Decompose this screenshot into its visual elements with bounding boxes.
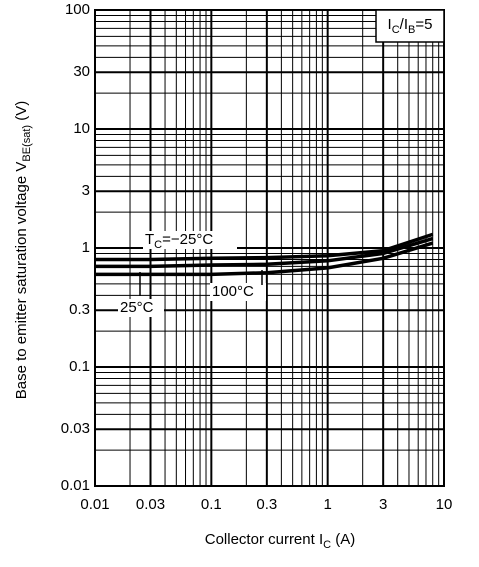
y-tick-label: 0.3 (69, 301, 90, 318)
y-tick-label: 10 (73, 120, 90, 137)
subscript: C (392, 24, 400, 36)
y-tick-label: 0.1 (69, 358, 90, 375)
curve-label: TC=−25°C (145, 231, 213, 251)
text-part: Collector current I (205, 531, 323, 548)
subscript: BE(sat) (21, 125, 33, 162)
annotation: IC/IB=5 (388, 16, 433, 36)
y-tick-label: 0.03 (61, 420, 90, 437)
text-part: T (145, 231, 154, 248)
plot-frame (94, 9, 445, 487)
text-part: =−25°C (162, 231, 213, 248)
text-part: 25°C (120, 299, 154, 316)
text-part: =5 (415, 16, 432, 33)
y-tick-label: 0.01 (61, 477, 90, 494)
subscript: C (323, 539, 331, 551)
text-part: 100°C (212, 283, 254, 300)
y-tick-label: 3 (82, 182, 90, 199)
x-axis-title: Collector current IC (A) (205, 531, 356, 551)
y-tick-label: 1 (82, 239, 90, 256)
subscript: B (408, 24, 415, 36)
x-tick-label: 0.3 (256, 496, 277, 513)
x-tick-label: 0.1 (201, 496, 222, 513)
label-background (143, 231, 237, 249)
x-tick-label: 0.03 (136, 496, 165, 513)
y-axis-title: Base to emitter saturation voltage VBE(s… (13, 101, 33, 400)
curve-label: 100°C (212, 283, 254, 300)
text-part: /I (400, 16, 408, 33)
text-part: (V) (13, 101, 30, 125)
curve (95, 241, 434, 277)
subscript: C (154, 239, 162, 251)
curve (95, 232, 434, 262)
x-tick-label: 1 (323, 496, 331, 513)
curve-label: 25°C (120, 299, 154, 316)
label-background (210, 283, 266, 301)
x-tick-label: 0.01 (80, 496, 109, 513)
x-tick-label: 10 (436, 496, 453, 513)
text-part: Base to emitter saturation voltage V (13, 162, 30, 400)
text-part: I (388, 16, 392, 33)
label-background (118, 299, 164, 317)
y-tick-label: 100 (65, 1, 90, 18)
annotation-box (375, 9, 445, 43)
curve (95, 236, 434, 269)
x-tick-label: 3 (379, 496, 387, 513)
y-tick-label: 30 (73, 63, 90, 80)
text-part: (A) (331, 531, 355, 548)
